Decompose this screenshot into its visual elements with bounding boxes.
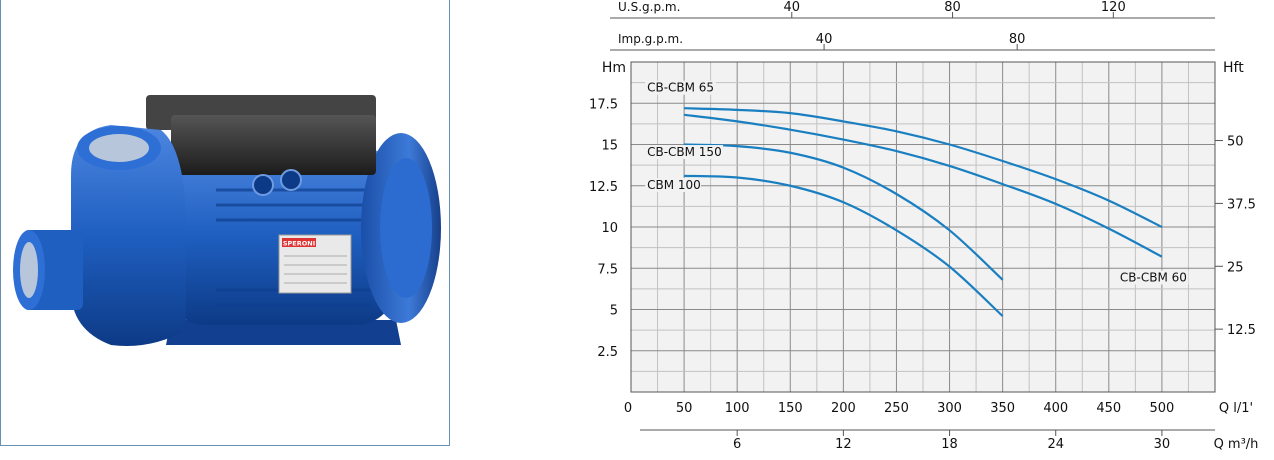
y-tick-label: 5 (610, 304, 618, 319)
series-label: CB-CBM 60 (1120, 270, 1187, 284)
product-photo-panel: SPERONI (0, 0, 450, 446)
series-label-bg (645, 80, 716, 95)
secondary-x-tick-label: 24 (1047, 437, 1064, 452)
y-tick-label: 2.5 (597, 345, 618, 360)
discharge-port-opening (89, 134, 149, 162)
series-line-2 (684, 143, 1004, 281)
y2-tick-label: 12.5 (1227, 323, 1256, 338)
x-tick-label: 150 (778, 401, 803, 416)
x-tick-label: 500 (1149, 401, 1174, 416)
series-line-1 (683, 113, 1163, 258)
x-tick-label: 350 (990, 401, 1015, 416)
pump-base (166, 320, 401, 345)
x-tick-label: 300 (937, 401, 962, 416)
secondary-x-tick-label: 12 (835, 437, 852, 452)
pump-volute (71, 125, 186, 346)
top-axis-tick-label: 40 (816, 32, 833, 47)
plate-lines (284, 255, 347, 284)
plot-border (630, 61, 1216, 393)
terminal-box (171, 115, 376, 175)
chart-svg: 0 50 100 150 200 250 300 350 400 450 500 Q l/1' 2.5 5… (589, 0, 1259, 452)
y-axis-label: Hm (602, 60, 626, 76)
performance-chart: 0 50 100 150 200 250 300 350 400 450 500 Q l/1' 2.5 5… (560, 0, 1274, 456)
y-tick-label: 15 (601, 139, 618, 154)
cable-gland-icon (252, 174, 274, 196)
top-axis-label: U.S.g.p.m. (618, 0, 680, 14)
series-group (683, 107, 1163, 317)
series-label-bg (1117, 270, 1189, 285)
series-label: CB-CBM 150 (647, 145, 722, 159)
y2-tick-label: 50 (1227, 135, 1244, 150)
top-axis-tick-label: 40 (784, 0, 801, 15)
end-cap-center (380, 158, 432, 298)
y-tick-label: 10 (601, 221, 618, 236)
suction-port-opening (20, 242, 38, 298)
top-axis-tick-label: 80 (944, 0, 961, 15)
x-tick-label: 100 (725, 401, 750, 416)
series-label-bg (645, 145, 724, 160)
brand-label-bg (282, 238, 316, 247)
y-tick-label: 7.5 (597, 262, 618, 277)
top-axis-tick-label: 80 (1009, 32, 1026, 47)
y-tick-label: 17.5 (589, 97, 618, 112)
x-tick-label: 450 (1096, 401, 1121, 416)
pump-photo: SPERONI (13, 95, 441, 346)
secondary-x-tick-label: 30 (1154, 437, 1171, 452)
brand-label: SPERONI (283, 240, 315, 248)
x-tick-label: 250 (884, 401, 909, 416)
secondary-x-tick-label: 6 (733, 437, 741, 452)
x-tick-label: 200 (831, 401, 856, 416)
y2-axis-label: Hft (1223, 60, 1244, 76)
y2-tick-label: 25 (1227, 260, 1244, 275)
x-tick-label: 0 (624, 401, 632, 416)
series-label-bg (645, 178, 701, 193)
x-axis-label: Q l/1' (1219, 401, 1253, 416)
x-tick-label: 400 (1043, 401, 1068, 416)
series-label: CBM 100 (647, 178, 701, 192)
cable-gland-icon (280, 169, 302, 191)
series-label: CB-CBM 65 (647, 81, 714, 95)
y-tick-label: 12.5 (589, 180, 618, 195)
secondary-x-axis-label: Q m³/h (1214, 437, 1259, 452)
top-axis-tick-label: 120 (1101, 0, 1126, 15)
series-line-3 (684, 174, 1004, 317)
y2-tick-label: 37.5 (1227, 197, 1256, 212)
series-line-0 (684, 107, 1163, 228)
x-tick-label: 50 (676, 401, 693, 416)
secondary-x-tick-label: 18 (941, 437, 958, 452)
top-axis-label: Imp.g.p.m. (618, 32, 683, 46)
